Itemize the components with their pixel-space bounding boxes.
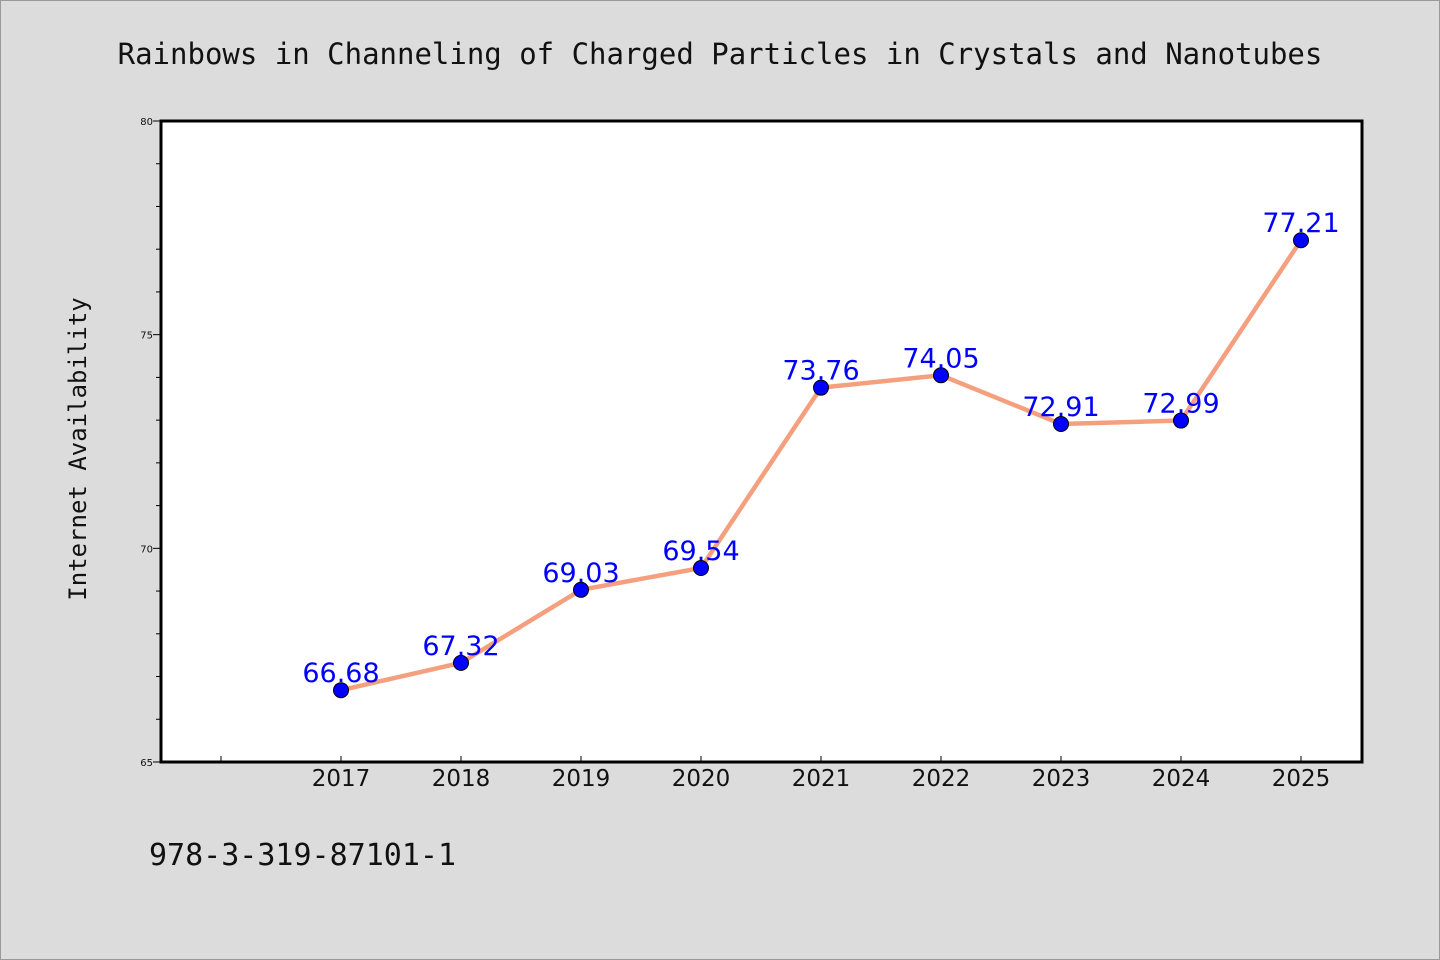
data-value-label: 67.32 (422, 631, 499, 662)
data-point-marker (933, 367, 949, 384)
data-point-marker (813, 379, 829, 396)
data-value-label: 69.03 (542, 558, 619, 589)
axis-ticks: 65 70 75 80 2017 2018 2019 2020 2021 2022 2023 2024… (140, 117, 1330, 792)
y-tick-label: 65 (140, 758, 153, 769)
data-point-marker (1173, 412, 1189, 429)
data-point-marker (453, 654, 469, 671)
data-point-marker (333, 682, 349, 699)
data-value-label: 69.54 (662, 536, 739, 567)
x-tick-label: 2023 (1032, 766, 1091, 792)
x-tick-label: 2025 (1272, 766, 1331, 792)
x-tick-label: 2018 (432, 766, 491, 792)
data-value-label: 74.05 (902, 343, 979, 374)
data-value-label: 72.99 (1142, 389, 1219, 420)
data-point-marker (1293, 232, 1309, 249)
y-tick-label: 80 (140, 117, 153, 128)
data-labels: 66.68 67.32 69.03 69.54 73.76 74.05 72.91 72.99… (302, 208, 1339, 689)
data-value-label: 73.76 (782, 356, 859, 387)
y-tick-label: 70 (140, 544, 153, 555)
x-tick-label: 2019 (552, 766, 611, 792)
x-tick-label: 2020 (672, 766, 731, 792)
x-tick-label: 2024 (1152, 766, 1211, 792)
y-tick-label: 75 (140, 331, 153, 342)
isbn-footnote: 978-3-319-87101-1 (149, 838, 456, 873)
x-tick-label: 2021 (792, 766, 851, 792)
chart-title: Rainbows in Channeling of Charged Partic… (118, 37, 1323, 71)
x-tick-label: 2017 (312, 766, 371, 792)
data-value-label: 77.21 (1262, 208, 1339, 239)
data-point-marker (693, 559, 709, 576)
series-layer (333, 232, 1309, 699)
data-value-label: 66.68 (302, 658, 379, 689)
data-point-marker (573, 581, 589, 598)
data-point-marker (1053, 415, 1069, 432)
plot-frame (159, 119, 1364, 764)
plot-area (161, 121, 1362, 762)
x-tick-label: 2022 (912, 766, 971, 792)
y-axis-label: Internet Availability (64, 297, 92, 600)
data-value-label: 72.91 (1022, 392, 1099, 423)
